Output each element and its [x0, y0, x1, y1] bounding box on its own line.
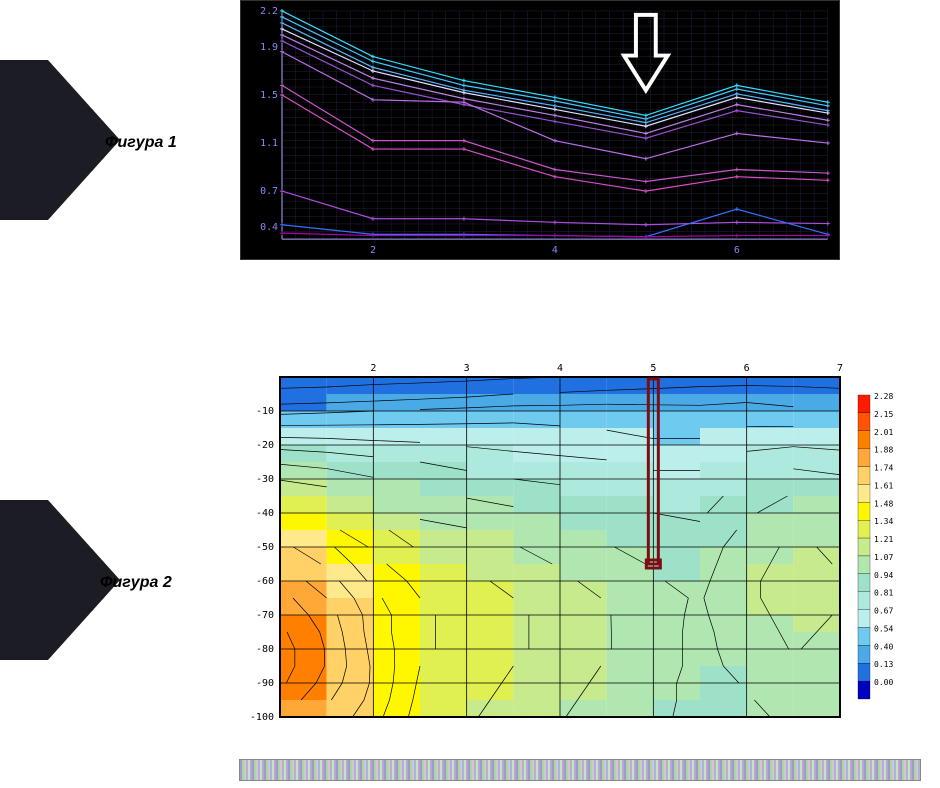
svg-text:0.13: 0.13: [874, 660, 893, 669]
contour-chart: 2 3 4 5 6 7 -10 -20 -30 -40 -50 -60 -70 -80 -90 -100 2.2…: [240, 355, 920, 735]
svg-text:1.07: 1.07: [874, 553, 893, 562]
svg-text:-70: -70: [256, 610, 274, 621]
arrow-shape-icon: [0, 60, 120, 220]
svg-text:1.34: 1.34: [874, 517, 893, 526]
svg-text:0.40: 0.40: [874, 642, 893, 651]
contour-chart-svg: 2 3 4 5 6 7 -10 -20 -30 -40 -50 -60 -70 -80 -90 -100 2.2…: [240, 355, 920, 735]
svg-text:2: 2: [370, 363, 376, 374]
svg-text:5: 5: [650, 363, 656, 374]
svg-text:0.4: 0.4: [260, 222, 278, 233]
svg-text:2.2: 2.2: [260, 6, 278, 17]
svg-text:-40: -40: [256, 508, 274, 519]
svg-text:2.15: 2.15: [874, 410, 893, 419]
figure1-label: Фигура 1: [105, 134, 177, 152]
left-column: Фигура 1 Фигура 2: [0, 0, 220, 788]
svg-text:0.81: 0.81: [874, 589, 893, 598]
svg-text:6: 6: [734, 245, 740, 256]
svg-text:1.1: 1.1: [260, 138, 278, 149]
figure2-label: Фигура 2: [100, 574, 172, 592]
svg-text:2.28: 2.28: [874, 392, 893, 401]
svg-text:2: 2: [370, 245, 376, 256]
svg-text:1.21: 1.21: [874, 535, 893, 544]
svg-text:-80: -80: [256, 644, 274, 655]
svg-text:1.74: 1.74: [874, 464, 893, 473]
svg-text:6: 6: [744, 363, 750, 374]
svg-text:-20: -20: [256, 440, 274, 451]
svg-text:7: 7: [837, 363, 843, 374]
noise-strip: [240, 760, 920, 780]
svg-text:1.9: 1.9: [260, 42, 278, 53]
line-chart: 2.2 1.9 1.5 1.1 0.7 0.4 2 4 6: [240, 0, 840, 260]
svg-text:4: 4: [552, 245, 558, 256]
svg-text:0.94: 0.94: [874, 571, 893, 580]
svg-text:4: 4: [557, 363, 563, 374]
right-column: 2.2 1.9 1.5 1.1 0.7 0.4 2 4 6 2 3 4 5 6 7 -10 -20 -30 -40…: [220, 0, 940, 788]
svg-text:-100: -100: [250, 712, 274, 723]
svg-text:2.01: 2.01: [874, 428, 893, 437]
svg-text:3: 3: [464, 363, 470, 374]
svg-text:1.88: 1.88: [874, 446, 893, 455]
svg-text:1.61: 1.61: [874, 481, 893, 490]
svg-text:-30: -30: [256, 474, 274, 485]
svg-text:1.48: 1.48: [874, 499, 893, 508]
svg-text:0.67: 0.67: [874, 607, 893, 616]
svg-text:0.00: 0.00: [874, 678, 893, 687]
svg-text:-50: -50: [256, 542, 274, 553]
svg-text:-90: -90: [256, 678, 274, 689]
arrow-marker-1: [0, 60, 120, 220]
svg-text:0.7: 0.7: [260, 186, 278, 197]
line-chart-svg: 2.2 1.9 1.5 1.1 0.7 0.4 2 4 6: [241, 1, 839, 259]
svg-text:-60: -60: [256, 576, 274, 587]
svg-text:0.54: 0.54: [874, 624, 893, 633]
page-layout: Фигура 1 Фигура 2 2.2 1.9 1.5 1.1 0.7 0.4 2 4 6 …: [0, 0, 940, 788]
svg-text:-10: -10: [256, 406, 274, 417]
svg-text:1.5: 1.5: [260, 90, 278, 101]
